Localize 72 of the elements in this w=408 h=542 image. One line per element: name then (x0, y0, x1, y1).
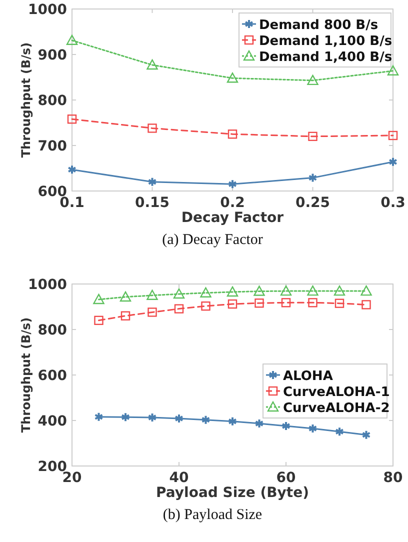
y-tick-label: 800 (38, 93, 68, 109)
point (228, 416, 237, 426)
point (280, 285, 292, 296)
point (174, 304, 184, 314)
point (201, 301, 210, 311)
x-tick-label: 0.25 (295, 195, 330, 211)
point (173, 288, 185, 299)
point (201, 414, 210, 425)
y-tick-label: 900 (38, 48, 68, 64)
point (148, 176, 157, 187)
text: (a) Decay Factor (162, 232, 263, 248)
y-tick-label: 700 (38, 138, 68, 154)
point (308, 132, 318, 141)
x-tick-label: 0.3 (380, 195, 406, 211)
point (121, 412, 130, 422)
y-axis-title: Throughput (B/s) (19, 317, 33, 433)
point (388, 130, 398, 140)
text: (b) Payload Size (162, 507, 262, 523)
point (146, 59, 158, 70)
point (334, 298, 344, 308)
x-axis-title: Decay Factor (181, 210, 284, 226)
legend-label: Demand 1,400 B/s (259, 50, 392, 65)
point (200, 287, 212, 298)
point (146, 290, 158, 300)
point (307, 285, 318, 296)
legend-label: CurveALOHA-2 (283, 401, 390, 416)
point (174, 413, 184, 424)
point (307, 74, 318, 86)
point (308, 423, 318, 434)
point (281, 298, 291, 308)
x-tick-label: 80 (383, 470, 403, 486)
point (228, 130, 238, 139)
point (228, 299, 238, 309)
y-tick-label: 400 (38, 414, 68, 430)
point (335, 426, 344, 437)
point (148, 308, 157, 317)
y-tick-label: 800 (38, 322, 68, 338)
point (226, 72, 238, 83)
x-tick-label: 60 (276, 470, 296, 486)
y-tick-label: 1000 (28, 277, 68, 293)
x-tick-label: 0.15 (134, 195, 170, 211)
point (362, 300, 371, 310)
point (94, 316, 104, 325)
point (254, 286, 265, 296)
legend-label: Demand 800 B/s (259, 18, 378, 33)
point (148, 412, 157, 423)
point (93, 294, 104, 304)
legend-label: Demand 1,100 B/s (259, 34, 392, 49)
point (308, 172, 318, 183)
point (360, 285, 372, 296)
x-tick-label: 20 (62, 470, 82, 486)
point (228, 179, 237, 190)
point (308, 298, 318, 308)
point (387, 65, 399, 76)
x-tick-label: 40 (169, 470, 189, 486)
x-axis-title: Payload Size (Byte) (156, 485, 309, 501)
y-axis-title: Throughput (B/s) (19, 42, 33, 158)
point (226, 286, 238, 297)
point (254, 418, 264, 428)
point (334, 285, 346, 296)
y-tick-label: 600 (38, 368, 68, 384)
point (148, 124, 157, 133)
point (66, 34, 78, 45)
x-tick-label: 0.2 (220, 195, 245, 211)
point (120, 291, 132, 302)
point (254, 298, 264, 308)
legend-label: ALOHA (283, 369, 333, 384)
y-tick-label: 1000 (28, 2, 68, 18)
point (120, 311, 130, 320)
point (67, 114, 77, 124)
legend-label: CurveALOHA-1 (283, 385, 390, 400)
point (282, 420, 290, 431)
